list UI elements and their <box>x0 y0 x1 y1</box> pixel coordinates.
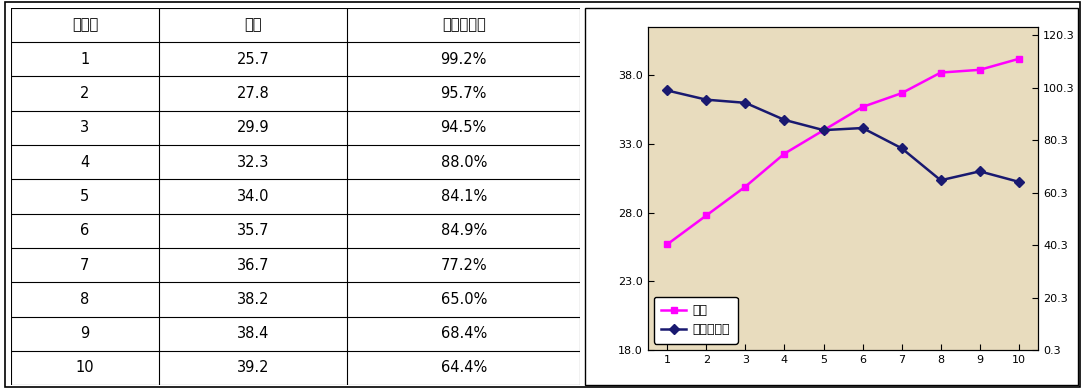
Text: 쌍눈잌존율: 쌍눈잌존율 <box>442 18 486 32</box>
백도 <box>895 91 908 96</box>
Text: 32.3: 32.3 <box>237 155 269 170</box>
Line: 쌍눈잌존율: 쌍눈잌존율 <box>664 87 1022 185</box>
백도 <box>934 70 947 75</box>
백도 <box>817 128 830 133</box>
쌍눈잌존율 <box>817 128 830 133</box>
Text: 88.0%: 88.0% <box>441 155 487 170</box>
Text: 99.2%: 99.2% <box>441 52 487 67</box>
쌍눈잌존율 <box>973 169 986 173</box>
Text: 1: 1 <box>80 52 90 67</box>
Text: 6: 6 <box>80 223 90 238</box>
Text: 회전수: 회전수 <box>72 18 98 32</box>
Text: 95.7%: 95.7% <box>441 86 487 101</box>
Text: 38.4: 38.4 <box>237 326 269 341</box>
쌍눈잌존율 <box>661 88 674 93</box>
쌍눈잌존율 <box>934 178 947 182</box>
Text: 65.0%: 65.0% <box>441 292 487 307</box>
Line: 백도: 백도 <box>664 55 1022 248</box>
Text: 35.7: 35.7 <box>237 223 269 238</box>
Text: 5: 5 <box>80 189 90 204</box>
Text: 27.8: 27.8 <box>237 86 269 101</box>
Text: 3: 3 <box>80 120 89 135</box>
백도 <box>973 67 986 72</box>
Legend: 백도, 쌍눈잌존율: 백도, 쌍눈잌존율 <box>654 296 738 344</box>
Text: 9: 9 <box>80 326 90 341</box>
Text: 94.5%: 94.5% <box>441 120 487 135</box>
Text: 4: 4 <box>80 155 90 170</box>
Text: 36.7: 36.7 <box>237 258 269 273</box>
Text: 백도: 백도 <box>244 18 261 32</box>
백도 <box>739 184 752 189</box>
Text: 84.1%: 84.1% <box>441 189 487 204</box>
백도 <box>778 151 791 156</box>
백도 <box>661 242 674 247</box>
쌍눈잌존율 <box>739 100 752 105</box>
쌍눈잌존율 <box>895 146 908 151</box>
Text: 8: 8 <box>80 292 90 307</box>
Text: 34.0: 34.0 <box>237 189 269 204</box>
쌍눈잌존율 <box>856 126 869 130</box>
Text: 77.2%: 77.2% <box>441 258 487 273</box>
Text: 38.2: 38.2 <box>237 292 269 307</box>
Text: 39.2: 39.2 <box>237 361 269 375</box>
백도 <box>700 213 713 218</box>
Text: 7: 7 <box>80 258 90 273</box>
쌍눈잌존율 <box>1012 179 1025 184</box>
Text: 84.9%: 84.9% <box>441 223 487 238</box>
Text: 68.4%: 68.4% <box>441 326 487 341</box>
백도 <box>1012 56 1025 61</box>
Text: 25.7: 25.7 <box>237 52 269 67</box>
Text: 64.4%: 64.4% <box>441 361 487 375</box>
Text: 2: 2 <box>80 86 90 101</box>
쌍눈잌존율 <box>700 97 713 102</box>
쌍눈잌존율 <box>778 117 791 122</box>
Text: 29.9: 29.9 <box>237 120 269 135</box>
백도 <box>856 105 869 109</box>
Text: 10: 10 <box>76 361 94 375</box>
